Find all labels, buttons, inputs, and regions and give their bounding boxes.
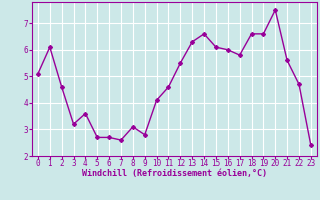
X-axis label: Windchill (Refroidissement éolien,°C): Windchill (Refroidissement éolien,°C): [82, 169, 267, 178]
